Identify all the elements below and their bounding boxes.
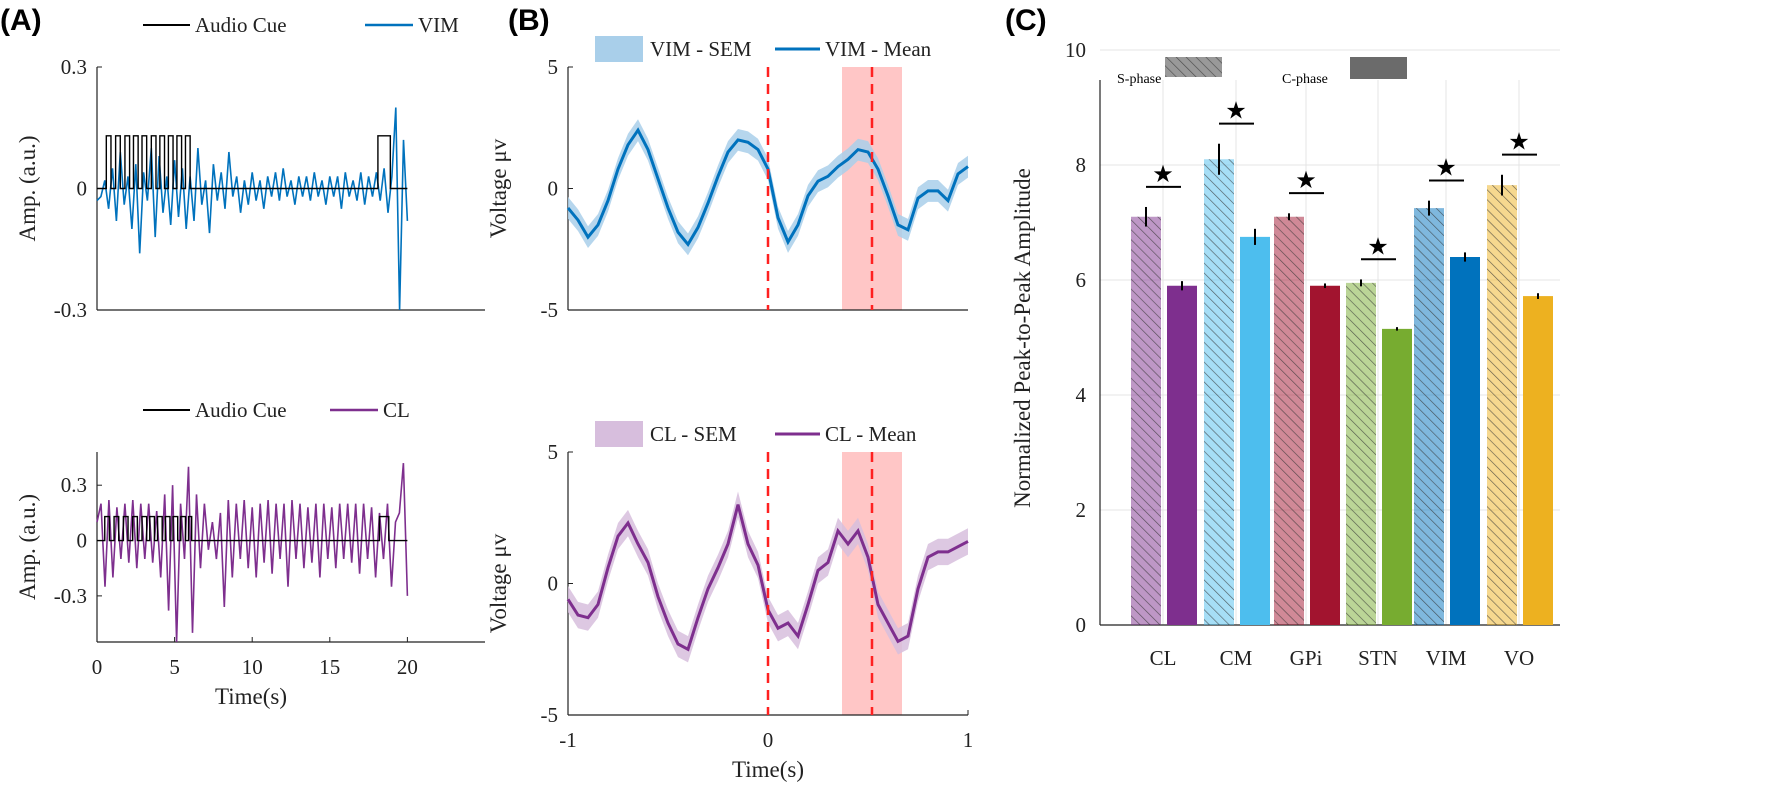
legend-label-mean: VIM - Mean xyxy=(825,37,932,61)
significance-star: ★ xyxy=(1367,234,1389,260)
bar-c-phase-stn xyxy=(1382,328,1412,625)
x-tick-label: VIM xyxy=(1426,646,1467,670)
bar-c-phase-cm xyxy=(1240,236,1270,625)
y-tick-label: 5 xyxy=(548,440,559,464)
y-tick-label: -0.3 xyxy=(54,298,87,322)
x-tick-label: -1 xyxy=(559,728,577,752)
legend-hatch-s-phase xyxy=(1165,57,1222,77)
x-axis-label: Time(s) xyxy=(732,757,804,782)
panel-label-a: (A) xyxy=(0,4,42,37)
y-axis-label: Amp. (a.u.) xyxy=(15,135,40,241)
y-tick-label: -5 xyxy=(541,703,559,727)
legend-label-cl: CL xyxy=(383,398,410,422)
legend-label-sem: CL - SEM xyxy=(650,422,737,446)
x-tick-label: GPi xyxy=(1290,646,1323,670)
bar-hatch-vim xyxy=(1414,208,1444,625)
bar-hatch-stn xyxy=(1346,282,1376,625)
bar-hatch-vo xyxy=(1487,185,1517,625)
bar-c-phase-gpi xyxy=(1310,285,1340,625)
y-tick-label: 0 xyxy=(1076,613,1087,637)
y-tick-label: 0.3 xyxy=(61,473,87,497)
bar-c-phase-cl xyxy=(1167,285,1197,625)
y-tick-label: 6 xyxy=(1076,268,1087,292)
y-tick-label: -0.3 xyxy=(54,584,87,608)
legend-label-sem: VIM - SEM xyxy=(650,37,752,61)
x-tick-label: 0 xyxy=(92,655,103,679)
bar-c-phase-vim xyxy=(1450,257,1480,625)
significance-star: ★ xyxy=(1508,130,1530,156)
y-tick-label: 4 xyxy=(1076,383,1087,407)
signal-line-vim xyxy=(96,107,409,311)
y-tick-label: 8 xyxy=(1076,153,1087,177)
bar-hatch-cl xyxy=(1131,216,1161,625)
y-tick-label: 0 xyxy=(77,177,88,201)
x-tick-label: 15 xyxy=(319,655,340,679)
x-tick-label: 20 xyxy=(397,655,418,679)
legend-label-audio-cue: Audio Cue xyxy=(195,398,287,422)
x-axis-label: Time(s) xyxy=(215,684,287,709)
legend-label-audio-cue: Audio Cue xyxy=(195,13,287,37)
x-tick-label: CL xyxy=(1150,646,1177,670)
y-tick-label: 0 xyxy=(77,529,88,553)
significance-star: ★ xyxy=(1152,162,1174,188)
x-tick-label: VO xyxy=(1504,646,1534,670)
legend-swatch-c-phase xyxy=(1350,57,1407,79)
legend-swatch-sem xyxy=(595,36,643,62)
x-tick-label: 5 xyxy=(169,655,180,679)
legend-label-vim: VIM xyxy=(418,13,459,37)
y-tick-label: 0.3 xyxy=(61,55,87,79)
panel-label-c: (C) xyxy=(1005,4,1047,37)
y-tick-label: 5 xyxy=(548,55,559,79)
x-tick-label: CM xyxy=(1220,646,1253,670)
y-axis-label: Normalized Peak-to-Peak Amplitude xyxy=(1010,168,1035,508)
panel-label-b: (B) xyxy=(508,4,550,37)
legend-label-mean: CL - Mean xyxy=(825,422,917,446)
y-tick-label: 0 xyxy=(548,177,559,201)
y-axis-label: Amp. (a.u.) xyxy=(15,494,40,600)
legend-label-s-phase: S-phase xyxy=(1117,72,1161,87)
bar-hatch-gpi xyxy=(1274,216,1304,625)
audio-cue-line xyxy=(97,515,408,542)
y-tick-label: 10 xyxy=(1065,38,1086,62)
significance-star: ★ xyxy=(1225,99,1247,125)
signal-line-cl xyxy=(96,463,409,643)
x-tick-label: STN xyxy=(1358,646,1398,670)
y-tick-label: -5 xyxy=(541,298,559,322)
x-tick-label: 10 xyxy=(242,655,263,679)
x-tick-label: 1 xyxy=(963,728,974,752)
y-tick-label: 0 xyxy=(548,572,559,596)
legend-label-c-phase: C-phase xyxy=(1282,72,1328,87)
bar-hatch-cm xyxy=(1204,159,1234,625)
y-tick-label: 2 xyxy=(1076,498,1087,522)
significance-star: ★ xyxy=(1295,168,1317,194)
bar-c-phase-vo xyxy=(1523,296,1553,625)
y-axis-label: Voltage μv xyxy=(486,533,511,633)
audio-cue-line xyxy=(97,135,408,190)
y-axis-label: Voltage μv xyxy=(486,138,511,238)
significance-star: ★ xyxy=(1435,156,1457,182)
x-tick-label: 0 xyxy=(763,728,774,752)
legend-swatch-sem xyxy=(595,421,643,447)
